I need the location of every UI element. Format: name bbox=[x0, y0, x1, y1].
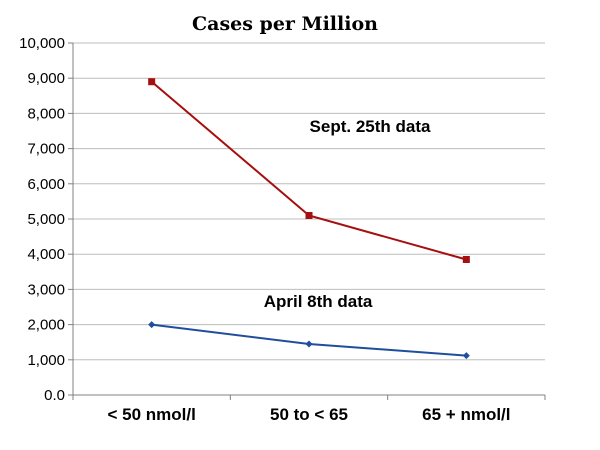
series-line bbox=[151, 80, 467, 261]
y-tick-label: 5,000 bbox=[27, 211, 65, 228]
y-tick-label: 8,000 bbox=[27, 105, 65, 122]
y-tick-labels: 0.0 1,000 2,000 3,000 4,000 5,000 6,000 7,000 8,… bbox=[19, 35, 65, 404]
chart-title: Cases per Million bbox=[192, 13, 378, 35]
data-point bbox=[148, 321, 156, 329]
axes bbox=[68, 42, 546, 400]
series-group bbox=[148, 78, 470, 360]
y-tick-label: 1,000 bbox=[27, 352, 65, 369]
y-tick-label: 10,000 bbox=[19, 35, 65, 52]
series-label-sept: Sept. 25th data bbox=[310, 117, 431, 136]
data-point bbox=[462, 255, 470, 263]
y-tick-label: 9,000 bbox=[27, 70, 65, 87]
y-tick-label: 6,000 bbox=[27, 176, 65, 193]
y-tick-label: 4,000 bbox=[27, 246, 65, 263]
y-tick-label: 3,000 bbox=[27, 281, 65, 298]
x-tick-label: 50 to < 65 bbox=[270, 405, 348, 424]
series-label-april: April 8th data bbox=[264, 292, 373, 311]
data-point bbox=[305, 211, 313, 219]
data-point bbox=[305, 340, 313, 348]
y-tick-label: 2,000 bbox=[27, 317, 65, 334]
y-tick-label: 0.0 bbox=[44, 387, 65, 404]
data-point bbox=[148, 78, 156, 86]
data-point bbox=[462, 352, 470, 360]
y-tick-label: 7,000 bbox=[27, 141, 65, 158]
x-tick-label: < 50 nmol/l bbox=[107, 405, 195, 424]
x-tick-labels: < 50 nmol/l 50 to < 65 65 + nmol/l bbox=[107, 405, 510, 424]
grid-lines bbox=[73, 42, 545, 361]
x-tick-label: 65 + nmol/l bbox=[422, 405, 510, 424]
series-line bbox=[151, 323, 467, 357]
